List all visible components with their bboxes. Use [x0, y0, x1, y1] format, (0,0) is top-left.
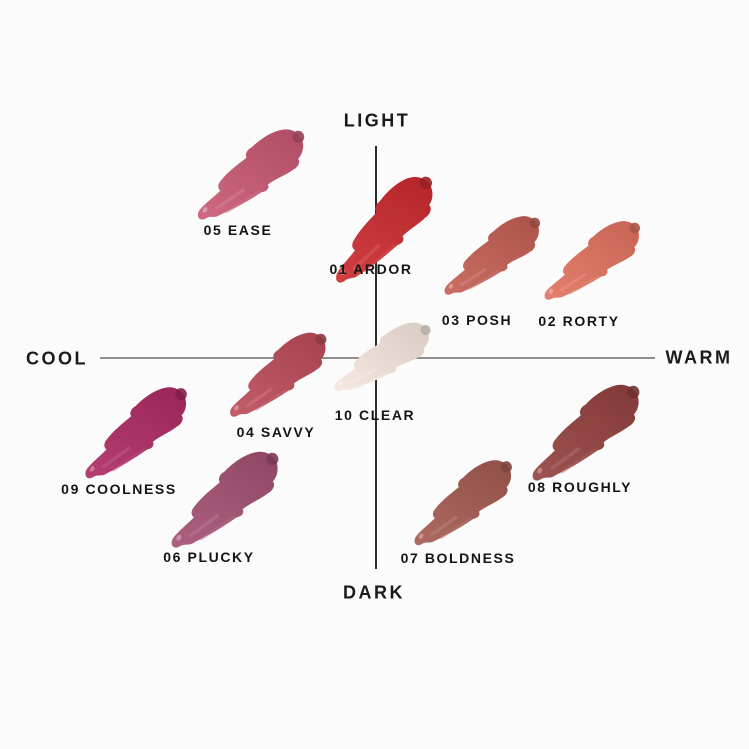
swatch-03-posh [439, 208, 549, 305]
lipstick-smear-icon [444, 216, 541, 295]
swatch-label-05-ease: 05 EASE [203, 222, 273, 238]
axis-label-warm: WARM [665, 347, 733, 368]
swatch-label-01-ardor: 01 ARDOR [329, 261, 413, 277]
swatch-label-03-posh: 03 POSH [441, 312, 513, 328]
lipstick-smear-icon [230, 332, 327, 417]
swatch-label-02-rorty: 02 RORTY [538, 313, 620, 329]
lipstick-smear-icon [197, 129, 305, 220]
swatch-label-09-coolness: 09 COOLNESS [61, 481, 177, 497]
swatch-05-ease [190, 120, 316, 232]
swatch-label-04-savvy: 04 SAVVY [236, 424, 316, 440]
swatch-08-roughly [521, 374, 654, 493]
swatch-10-clear [331, 312, 437, 407]
swatch-label-08-roughly: 08 ROUGHLY [527, 479, 633, 495]
axis-label-cool: COOL [26, 348, 88, 369]
swatch-label-10-clear: 10 CLEAR [334, 407, 416, 423]
axis-label-light: LIGHT [343, 110, 411, 131]
lipstick-smear-icon [171, 451, 279, 548]
swatch-label-07-boldness: 07 BOLDNESS [400, 550, 516, 566]
swatch-06-plucky [160, 441, 293, 560]
lipstick-smear-icon [85, 387, 187, 479]
lipstick-smear-icon [544, 221, 641, 300]
swatch-label-06-plucky: 06 PLUCKY [163, 549, 255, 565]
horizontal-axis-line [100, 357, 655, 359]
axis-label-dark: DARK [343, 582, 405, 603]
swatch-04-savvy [222, 324, 339, 428]
swatch-02-rorty [539, 213, 649, 310]
swatch-07-boldness [406, 451, 524, 557]
lipstick-smear-icon [532, 384, 640, 481]
lipstick-smear-icon [414, 460, 512, 546]
swatch-09-coolness [75, 377, 201, 490]
